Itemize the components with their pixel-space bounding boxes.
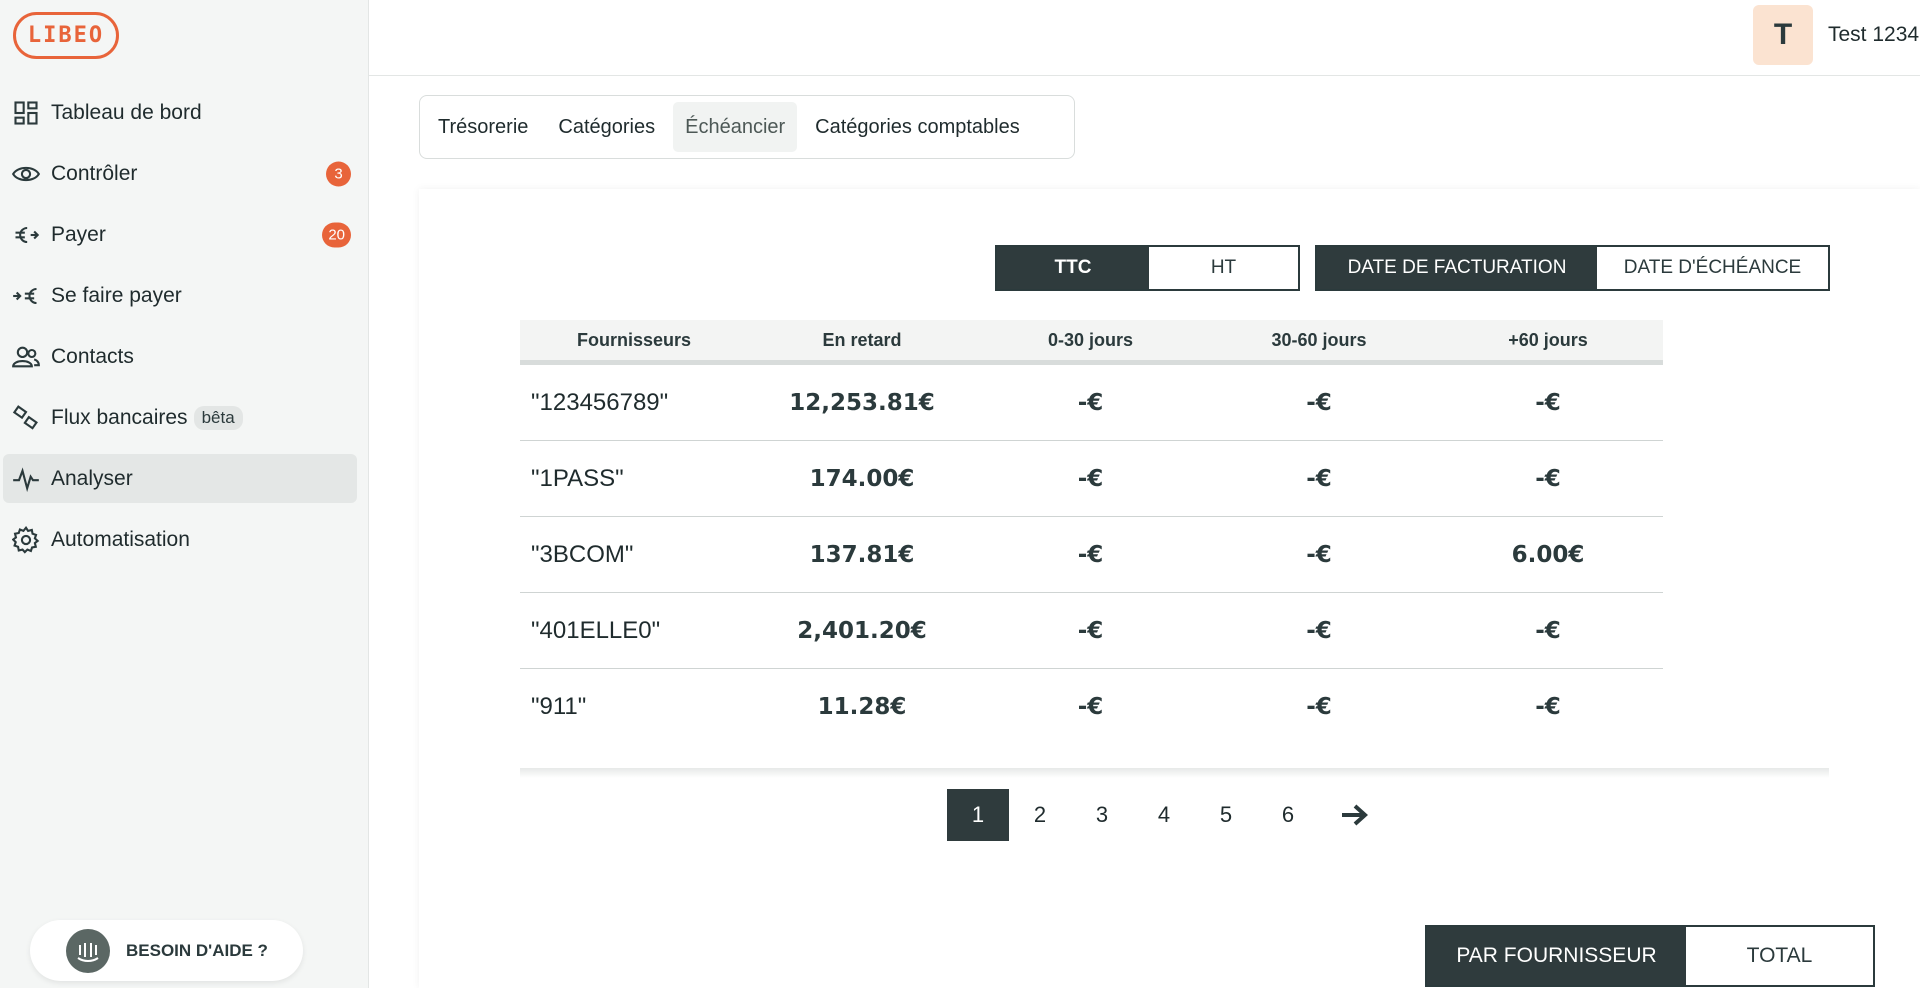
by-supplier-option[interactable]: PAR FOURNISSEUR <box>1427 927 1686 985</box>
aging-table: Fournisseurs En retard 0-30 jours 30-60 … <box>520 320 1663 745</box>
beta-tag: bêta <box>193 405 243 430</box>
sidebar-item-label: Tableau de bord <box>51 100 202 124</box>
ttc-option[interactable]: TTC <box>997 247 1149 289</box>
contacts-icon <box>9 340 43 374</box>
column-header[interactable]: En retard <box>822 329 902 350</box>
amount-60-plus: -€ <box>1535 465 1561 492</box>
supplier-name: "911" <box>531 693 587 720</box>
arrow-right-icon <box>1342 804 1368 826</box>
page-button-3[interactable]: 3 <box>1095 802 1109 827</box>
sidebar-item-label: Contacts <box>51 344 134 368</box>
amount-60-plus: -€ <box>1535 389 1561 416</box>
euro-in-icon <box>9 279 43 313</box>
column-header[interactable]: Fournisseurs <box>576 329 692 350</box>
overdue-amount: 137.81€ <box>809 541 915 568</box>
tab-echeancier[interactable]: Échéancier <box>673 102 798 152</box>
page-button-4[interactable]: 4 <box>1157 802 1171 827</box>
table-header: Fournisseurs En retard 0-30 jours 30-60 … <box>520 320 1663 365</box>
analysis-tabs: Trésorerie Catégories Échéancier Catégor… <box>419 95 1075 159</box>
table-bottom-shadow <box>520 768 1829 778</box>
page-button-5[interactable]: 5 <box>1219 802 1233 827</box>
total-option[interactable]: TOTAL <box>1686 927 1873 985</box>
amount-0-30: -€ <box>1077 389 1104 416</box>
help-label: BESOIN D'AIDE ? <box>126 940 268 960</box>
support-chat-icon <box>66 928 110 973</box>
eye-icon <box>9 157 43 191</box>
date-type-toggle: DATE DE FACTURATION DATE D'ÉCHÉANCE <box>1315 245 1830 291</box>
table-row[interactable]: "911" 11.28€ -€ -€ -€ <box>520 669 1663 745</box>
amount-0-30: -€ <box>1077 694 1104 720</box>
euro-out-icon <box>9 218 43 252</box>
amount-30-60: -€ <box>1306 694 1332 720</box>
help-button[interactable]: BESOIN D'AIDE ? <box>30 920 303 981</box>
top-header <box>369 0 1920 76</box>
invoice-date-option[interactable]: DATE DE FACTURATION <box>1317 247 1597 289</box>
sidebar-item-analyser[interactable]: Analyser <box>3 454 357 503</box>
page-button-6[interactable]: 6 <box>1281 802 1295 827</box>
sidebar-item-label: Contrôler <box>51 161 138 185</box>
table-row[interactable]: "401ELLE0" 2,401.20€ -€ -€ -€ <box>520 593 1663 669</box>
tab-categories-comptables[interactable]: Catégories comptables <box>815 115 1020 138</box>
next-page-button[interactable] <box>1319 789 1389 841</box>
supplier-name: "1PASS" <box>531 464 624 492</box>
notification-badge: 3 <box>326 161 351 186</box>
amount-0-30: -€ <box>1077 617 1104 644</box>
username[interactable]: Test 1234 <box>1828 23 1920 46</box>
pagination: 1 2 3 4 5 6 <box>947 789 1389 841</box>
column-header[interactable]: +60 jours <box>1508 329 1588 350</box>
amount-0-30: -€ <box>1077 541 1104 568</box>
libeo-logo[interactable]: LIBEO <box>13 12 119 59</box>
sidebar-item-se-faire-payer[interactable]: Se faire payer <box>3 271 357 320</box>
overdue-amount: 11.28€ <box>817 694 907 720</box>
sidebar-item-label: Analyser <box>51 466 133 490</box>
amount-30-60: -€ <box>1306 617 1332 644</box>
table-row[interactable]: "3BCOM" 137.81€ -€ -€ 6.00€ <box>520 517 1663 593</box>
supplier-name: "3BCOM" <box>531 540 634 568</box>
amount-60-plus: -€ <box>1535 617 1561 644</box>
overdue-amount: 2,401.20€ <box>797 617 927 644</box>
sidebar-item-label: Automatisation <box>51 527 190 551</box>
sidebar-item-tableau-de-bord[interactable]: Tableau de bord <box>3 88 357 137</box>
amount-30-60: -€ <box>1306 465 1332 492</box>
tab-categories[interactable]: Catégories <box>558 115 656 138</box>
sidebar-nav: Tableau de bord Contrôler 3 Payer 20 Se … <box>0 88 369 576</box>
table-row[interactable]: "123456789" 12,253.81€ -€ -€ -€ <box>520 365 1663 441</box>
tab-tresorerie[interactable]: Trésorerie <box>438 115 529 138</box>
column-header[interactable]: 0-30 jours <box>1047 329 1134 350</box>
table-row[interactable]: "1PASS" 174.00€ -€ -€ -€ <box>520 441 1663 517</box>
overdue-amount: 12,253.81€ <box>789 389 935 416</box>
amount-60-plus: 6.00€ <box>1511 541 1585 568</box>
sidebar-item-label: Se faire payer <box>51 283 182 307</box>
sidebar-item-controler[interactable]: Contrôler 3 <box>3 149 357 198</box>
sidebar-item-label: Flux bancaires <box>51 405 188 429</box>
due-date-option[interactable]: DATE D'ÉCHÉANCE <box>1597 247 1828 289</box>
amount-0-30: -€ <box>1077 465 1104 492</box>
pulse-icon <box>9 462 43 496</box>
sidebar-item-automatisation[interactable]: Automatisation <box>3 515 357 564</box>
bank-flow-icon <box>9 401 43 435</box>
dashboard-icon <box>9 96 43 130</box>
column-header[interactable]: 30-60 jours <box>1271 329 1367 350</box>
gear-icon <box>9 523 43 557</box>
page-button-1[interactable]: 1 <box>947 789 1009 841</box>
amount-60-plus: -€ <box>1535 694 1561 720</box>
sidebar-item-contacts[interactable]: Contacts <box>3 332 357 381</box>
page-button-2[interactable]: 2 <box>1033 802 1047 827</box>
grouping-toggle: PAR FOURNISSEUR TOTAL <box>1425 925 1875 987</box>
supplier-name: "123456789" <box>531 388 669 416</box>
logo-text: LIBEO <box>27 23 105 48</box>
sidebar: LIBEO Tableau de bord Contrôler 3 Payer … <box>0 0 369 988</box>
avatar[interactable]: T <box>1753 5 1813 65</box>
supplier-name: "401ELLE0" <box>531 616 661 644</box>
amount-30-60: -€ <box>1306 389 1332 416</box>
sidebar-item-payer[interactable]: Payer 20 <box>3 210 357 259</box>
amount-30-60: -€ <box>1306 541 1332 568</box>
sidebar-item-label: Payer <box>51 222 106 246</box>
amount-type-toggle: TTC HT <box>995 245 1300 291</box>
notification-badge: 20 <box>322 222 351 247</box>
sidebar-item-flux-bancaires[interactable]: Flux bancaires bêta <box>3 393 357 442</box>
ht-option[interactable]: HT <box>1149 247 1298 289</box>
overdue-amount: 174.00€ <box>809 465 915 492</box>
